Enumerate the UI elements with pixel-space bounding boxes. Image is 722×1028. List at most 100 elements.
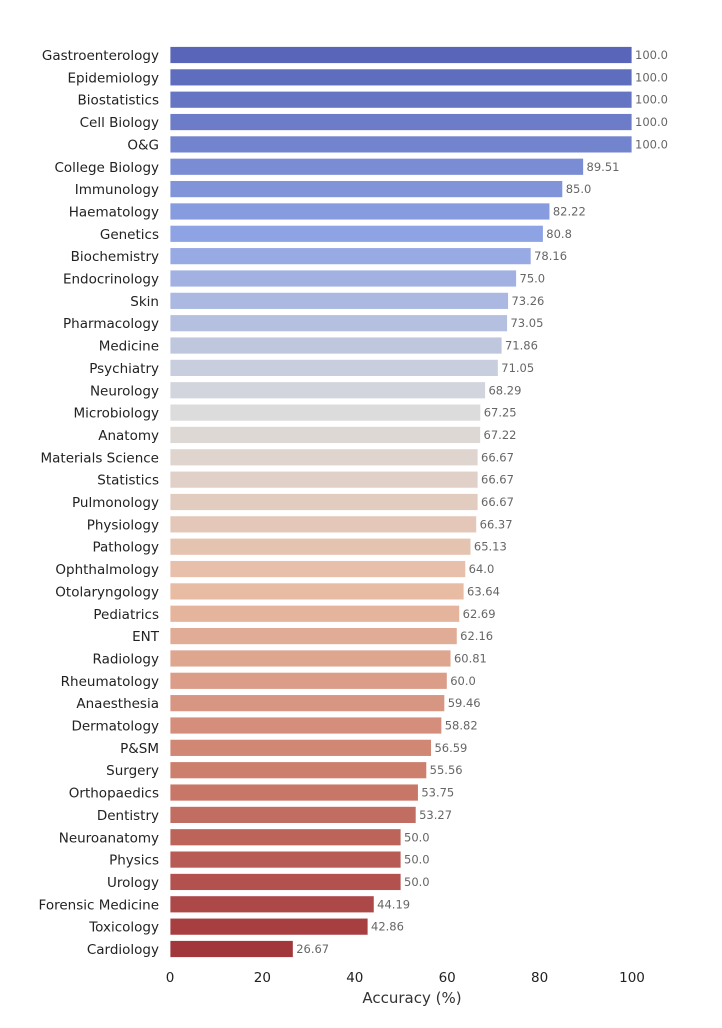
- value-label: 66.67: [481, 495, 514, 509]
- value-label: 53.27: [419, 808, 452, 822]
- value-label: 100.0: [635, 93, 668, 107]
- bar: [169, 850, 402, 869]
- x-tick-label: 80: [531, 970, 548, 986]
- category-label: Immunology: [75, 182, 159, 198]
- category-label: Rheumatology: [61, 674, 159, 690]
- bar: [169, 113, 633, 131]
- bar: [169, 627, 458, 645]
- x-tick-label: 40: [346, 970, 363, 986]
- bar: [169, 515, 478, 534]
- value-label: 85.0: [566, 182, 592, 196]
- bar: [169, 873, 402, 891]
- bar: [169, 895, 375, 914]
- bar: [169, 761, 428, 780]
- category-label: Materials Science: [40, 450, 159, 466]
- value-label: 66.67: [481, 450, 514, 464]
- category-label: Cardiology: [87, 942, 159, 958]
- value-label: 42.86: [371, 920, 404, 934]
- category-label: Biochemistry: [71, 249, 159, 265]
- category-label: Surgery: [106, 763, 159, 779]
- bar: [169, 560, 467, 578]
- bar: [169, 493, 479, 511]
- category-label: Gastroenterology: [42, 48, 159, 64]
- bar: [169, 783, 419, 802]
- value-label: 63.64: [467, 584, 500, 598]
- category-label: Forensic Medicine: [39, 897, 159, 913]
- category-label: Ophthalmology: [55, 562, 159, 578]
- category-label: Radiology: [92, 651, 159, 667]
- bar: [169, 314, 508, 333]
- category-label: Pulmonology: [72, 495, 159, 511]
- value-label: 50.0: [404, 830, 430, 844]
- value-label: 50.0: [404, 853, 430, 867]
- value-label: 59.46: [448, 696, 481, 710]
- value-label: 67.22: [484, 428, 517, 442]
- value-label: 65.13: [474, 540, 507, 554]
- category-label: Anaesthesia: [76, 696, 159, 712]
- value-label: 50.0: [404, 875, 430, 889]
- value-label: 89.51: [587, 160, 620, 174]
- bar: [169, 291, 509, 310]
- bar: [169, 940, 294, 958]
- bar: [169, 671, 448, 690]
- value-label: 78.16: [534, 249, 567, 263]
- category-label: ENT: [132, 629, 160, 645]
- value-label: 64.0: [469, 562, 495, 576]
- category-label: Endocrinology: [63, 272, 159, 288]
- bar: [169, 604, 461, 623]
- bar: [169, 90, 633, 109]
- bar: [169, 806, 417, 824]
- bar: [169, 180, 564, 199]
- value-label: 44.19: [377, 897, 410, 911]
- category-label: Neuroanatomy: [59, 830, 159, 846]
- value-label: 100.0: [635, 70, 668, 84]
- value-label: 60.0: [450, 674, 476, 688]
- category-label: Pharmacology: [63, 316, 159, 332]
- value-label: 71.86: [505, 339, 538, 353]
- value-label: 26.67: [296, 942, 329, 956]
- x-tick-label: 20: [254, 970, 271, 986]
- bar: [169, 694, 446, 713]
- value-label: 68.29: [488, 383, 521, 397]
- value-label: 55.56: [430, 763, 463, 777]
- bar: [169, 358, 499, 377]
- bar: [169, 336, 503, 355]
- category-label: Dermatology: [71, 719, 159, 735]
- value-label: 66.67: [481, 473, 514, 487]
- value-label: 62.16: [460, 629, 493, 643]
- bar: [169, 716, 443, 735]
- category-label: Biostatistics: [78, 93, 159, 109]
- value-label: 67.25: [484, 406, 517, 420]
- bar: [169, 202, 551, 221]
- x-axis-label: Accuracy (%): [362, 989, 461, 1007]
- value-labels: 100.0 100.0 100.0 100.0 100.0 89.51 85.0 82.22 8…: [296, 48, 668, 956]
- value-label: 60.81: [454, 651, 487, 665]
- category-label: Epidemiology: [68, 70, 159, 86]
- bar: [169, 448, 479, 467]
- category-label: Anatomy: [98, 428, 159, 444]
- category-label: Cell Biology: [80, 115, 159, 131]
- category-label: Urology: [107, 875, 159, 891]
- value-label: 100.0: [635, 48, 668, 62]
- bar: [169, 135, 633, 154]
- category-label: Orthopaedics: [69, 786, 159, 802]
- value-label: 66.37: [480, 517, 513, 531]
- bar: [169, 224, 544, 243]
- value-label: 62.69: [463, 607, 496, 621]
- value-label: 100.0: [635, 137, 668, 151]
- value-label: 100.0: [635, 115, 668, 129]
- bar: [169, 649, 452, 668]
- value-label: 73.26: [511, 294, 544, 308]
- value-label: 58.82: [445, 719, 478, 733]
- category-label: College Biology: [55, 160, 160, 176]
- category-label: Genetics: [100, 227, 159, 243]
- bar: [169, 68, 633, 87]
- category-label: Pediatrics: [93, 607, 159, 623]
- category-label: Neurology: [90, 383, 159, 399]
- bar: [169, 247, 532, 266]
- value-label: 82.22: [553, 204, 586, 218]
- bar: [169, 381, 486, 400]
- bar: [169, 426, 481, 444]
- x-tick-label: 0: [166, 970, 175, 986]
